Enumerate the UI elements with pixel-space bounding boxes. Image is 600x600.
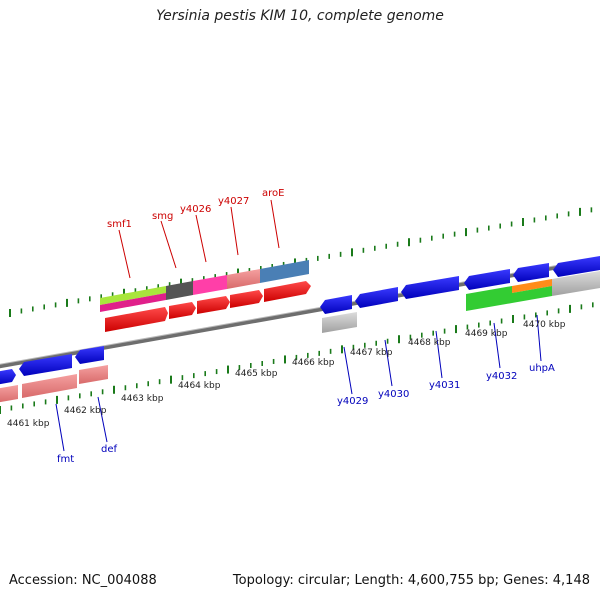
reverse-cds-track	[0, 256, 600, 385]
feature-left-pink	[0, 385, 18, 403]
cds-right-edge	[553, 256, 600, 277]
cds-y4032	[464, 269, 510, 290]
feature-track-bottom	[0, 312, 357, 403]
cds-def	[75, 346, 104, 364]
gene-label-y4027: y4027	[218, 196, 249, 207]
gene-label-y4026: y4026	[180, 204, 211, 215]
cds-y4031	[401, 276, 459, 299]
map-title: Yersinia pestis KIM 10, complete genome	[156, 8, 444, 24]
cds-y4026	[197, 296, 230, 314]
kbp-label: 4461 kbp	[7, 419, 50, 429]
gene-label-aroE: aroE	[262, 188, 284, 199]
cds-left-edge	[0, 369, 16, 385]
cds-y4027	[230, 290, 263, 308]
feature-track-right	[466, 271, 600, 311]
feature-smg-category	[166, 281, 193, 300]
feature-track-top	[100, 260, 311, 332]
cds-y4030	[355, 287, 398, 308]
kbp-label: 4470 kbp	[523, 320, 566, 330]
gene-label-y4030: y4030	[378, 389, 409, 400]
feature-uhpA-category-b	[512, 286, 552, 303]
kbp-label: 4468 kbp	[408, 338, 451, 348]
gene-labels-bottom: fmt def y4029 y4030 y4031 y4032 uhpA	[57, 363, 555, 465]
gene-labels-top: smf1 smg y4026 y4027 aroE	[107, 188, 284, 230]
feature-y4029-category	[322, 312, 357, 333]
gene-label-uhpA: uhpA	[529, 363, 555, 374]
feature-smf1-category	[100, 286, 166, 305]
gene-label-smf1: smf1	[107, 219, 132, 230]
kbp-label: 4464 kbp	[178, 381, 221, 391]
gene-label-y4031: y4031	[429, 380, 460, 391]
gene-label-y4029: y4029	[337, 396, 368, 407]
feature-y4026-category	[193, 275, 227, 295]
kbp-label: 4469 kbp	[465, 329, 508, 339]
kbp-label: 4466 kbp	[292, 358, 335, 368]
feature-uhpA-category	[512, 279, 552, 293]
kbp-label: 4462 kbp	[64, 406, 107, 416]
cds-y4029	[320, 295, 352, 314]
cds-uhpA	[513, 263, 549, 282]
kbp-label: 4463 kbp	[121, 394, 164, 404]
feature-grey-category	[552, 271, 600, 296]
kbp-axis-labels: 4461 kbp 4462 kbp 4463 kbp 4464 kbp 4465…	[7, 320, 566, 429]
feature-smf1-category-b	[100, 293, 166, 312]
feature-y4027-category	[227, 269, 260, 289]
feature-y4032-category	[466, 286, 512, 311]
feature-fmt-category	[22, 374, 77, 398]
kbp-label: 4465 kbp	[235, 369, 278, 379]
cds-fmt	[19, 354, 72, 376]
cds-smf1	[105, 307, 168, 332]
feature-aroE-category	[260, 260, 309, 283]
gene-label-def: def	[101, 444, 118, 455]
kbp-label: 4467 kbp	[350, 348, 393, 358]
feature-def-category	[79, 365, 108, 384]
accession-text: Accession: NC_004088	[9, 573, 157, 588]
genome-stats-text: Topology: circular; Length: 4,600,755 bp…	[232, 573, 590, 588]
cds-aroE	[264, 281, 311, 302]
bottom-leaders	[55, 314, 542, 452]
cds-smg	[169, 302, 196, 319]
gene-label-fmt: fmt	[57, 454, 74, 465]
gene-label-smg: smg	[152, 211, 173, 222]
gene-label-y4032: y4032	[486, 371, 517, 382]
top-leaders	[118, 199, 280, 279]
tick-track-bottom	[0, 302, 594, 414]
